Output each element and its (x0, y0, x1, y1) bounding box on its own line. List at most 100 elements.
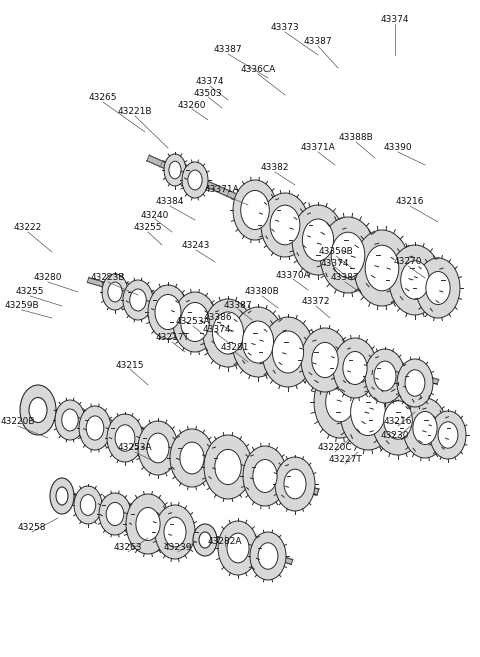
Ellipse shape (180, 442, 204, 474)
Ellipse shape (106, 503, 124, 526)
Text: 43220B: 43220B (1, 417, 35, 426)
Ellipse shape (232, 307, 284, 377)
Ellipse shape (261, 193, 309, 257)
Text: 43350B: 43350B (319, 248, 353, 256)
Text: 43386: 43386 (204, 313, 232, 323)
Polygon shape (87, 278, 439, 384)
Ellipse shape (213, 312, 243, 354)
Text: 43216: 43216 (396, 198, 424, 206)
Ellipse shape (147, 433, 169, 463)
Text: 43216: 43216 (384, 417, 412, 426)
Ellipse shape (270, 205, 300, 245)
Ellipse shape (193, 524, 217, 556)
Ellipse shape (389, 245, 441, 315)
Ellipse shape (314, 366, 366, 438)
Ellipse shape (102, 274, 128, 310)
Text: 43380B: 43380B (245, 288, 279, 296)
Ellipse shape (188, 170, 202, 190)
Polygon shape (27, 401, 319, 495)
Ellipse shape (354, 230, 410, 306)
Text: 43255: 43255 (16, 288, 44, 296)
Text: 43227T: 43227T (328, 455, 362, 464)
Text: 43230: 43230 (381, 430, 409, 440)
Ellipse shape (170, 429, 214, 487)
Ellipse shape (56, 487, 68, 505)
Ellipse shape (204, 435, 252, 499)
Ellipse shape (258, 543, 278, 569)
Text: 43374: 43374 (203, 325, 231, 334)
Text: 43217T: 43217T (155, 334, 189, 342)
Text: 43255: 43255 (134, 223, 162, 233)
Ellipse shape (107, 414, 143, 462)
Ellipse shape (401, 261, 429, 299)
Ellipse shape (372, 385, 424, 455)
Ellipse shape (405, 370, 425, 396)
Ellipse shape (155, 505, 195, 559)
Ellipse shape (126, 494, 170, 554)
Ellipse shape (262, 317, 314, 387)
Ellipse shape (413, 411, 437, 445)
Ellipse shape (430, 411, 466, 459)
Ellipse shape (253, 459, 277, 493)
Ellipse shape (136, 507, 160, 541)
Ellipse shape (199, 532, 211, 548)
Ellipse shape (272, 331, 304, 373)
Text: 43270: 43270 (394, 258, 422, 267)
Ellipse shape (50, 478, 74, 514)
Ellipse shape (164, 154, 186, 186)
Ellipse shape (426, 271, 450, 304)
Ellipse shape (416, 258, 460, 318)
Text: 43387: 43387 (304, 37, 332, 47)
Text: 43371A: 43371A (300, 143, 336, 152)
Text: 43374: 43374 (196, 78, 224, 87)
Text: 43387: 43387 (214, 45, 242, 55)
Ellipse shape (215, 449, 241, 485)
Text: 43221B: 43221B (118, 108, 152, 116)
Ellipse shape (250, 532, 286, 580)
Ellipse shape (164, 517, 186, 547)
Text: 43372: 43372 (302, 298, 330, 307)
Text: 43215: 43215 (116, 361, 144, 369)
Ellipse shape (292, 205, 344, 275)
Ellipse shape (20, 385, 56, 435)
Text: 43280: 43280 (34, 273, 62, 283)
Text: 4336CA: 4336CA (240, 66, 276, 74)
Text: 43259B: 43259B (5, 302, 39, 311)
Ellipse shape (384, 401, 412, 440)
Ellipse shape (86, 416, 104, 440)
Text: 43382: 43382 (261, 164, 289, 173)
Ellipse shape (79, 406, 111, 450)
Ellipse shape (108, 282, 122, 302)
Text: 43371A: 43371A (204, 185, 240, 194)
Polygon shape (53, 487, 293, 564)
Ellipse shape (62, 409, 78, 431)
Text: 43239: 43239 (164, 543, 192, 553)
Text: 43282A: 43282A (208, 537, 242, 547)
Text: 43373: 43373 (271, 24, 300, 32)
Ellipse shape (340, 374, 396, 450)
Polygon shape (147, 155, 443, 291)
Ellipse shape (203, 299, 253, 367)
Text: 43388B: 43388B (338, 133, 373, 143)
Ellipse shape (438, 422, 458, 448)
Text: 43281: 43281 (221, 344, 249, 353)
Text: 43263: 43263 (114, 543, 142, 553)
Text: 43258: 43258 (18, 524, 46, 533)
Ellipse shape (74, 486, 102, 524)
Ellipse shape (169, 161, 181, 179)
Ellipse shape (403, 398, 447, 458)
Text: 43384: 43384 (156, 198, 184, 206)
Ellipse shape (326, 382, 354, 422)
Text: 43265: 43265 (89, 93, 117, 102)
Text: 43253A: 43253A (118, 443, 152, 453)
Text: 43387: 43387 (331, 273, 360, 283)
Ellipse shape (275, 457, 315, 511)
Text: 43503: 43503 (194, 89, 222, 97)
Text: 43387: 43387 (224, 300, 252, 309)
Text: 43390: 43390 (384, 143, 412, 152)
Text: 43223B: 43223B (91, 273, 125, 283)
Text: 43374: 43374 (381, 16, 409, 24)
Ellipse shape (333, 338, 377, 398)
Ellipse shape (218, 521, 258, 575)
Ellipse shape (365, 349, 405, 403)
